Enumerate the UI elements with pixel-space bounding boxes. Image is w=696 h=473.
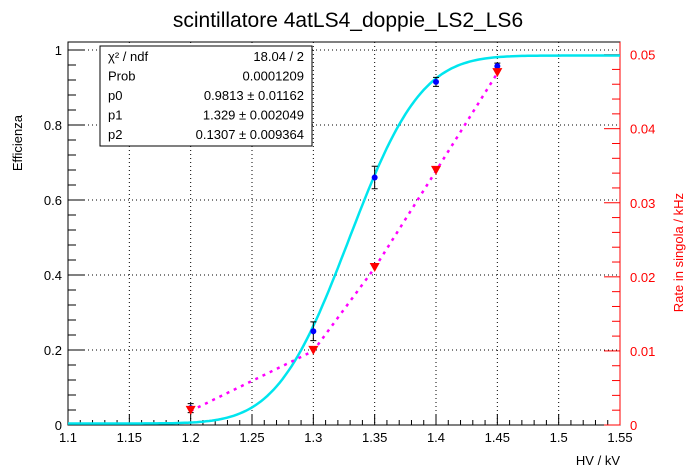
y2-tick-label: 0 <box>630 418 637 433</box>
stats-value: 1.329 ± 0.002049 <box>203 108 304 123</box>
stats-label: p1 <box>108 108 122 123</box>
x-tick-label: 1.3 <box>304 430 322 445</box>
chart-title: scintillatore 4atLS4_doppie_LS2_LS6 <box>173 9 523 32</box>
data-layer <box>68 54 620 425</box>
efficiency-point <box>371 174 378 181</box>
efficiency-point <box>310 328 317 335</box>
y-tick-label: 0 <box>55 418 62 433</box>
efficiency-point <box>494 63 501 70</box>
y2-tick-label: 0.03 <box>630 196 655 211</box>
y2-tick-label: 0.02 <box>630 270 655 285</box>
stats-label: Prob <box>108 69 135 84</box>
stats-label: p2 <box>108 127 122 142</box>
x-tick-label: 1.35 <box>362 430 387 445</box>
rate-point <box>369 262 380 272</box>
rate-point <box>431 165 441 175</box>
y2-tick-label: 0.04 <box>630 122 655 137</box>
x-axis-label: HV / kV <box>576 453 620 468</box>
stats-value: 0.9813 ± 0.01162 <box>204 88 304 103</box>
y-tick-label: 1 <box>55 43 62 58</box>
stats-label: p0 <box>108 88 122 103</box>
stats-value: 0.0001209 <box>243 69 304 84</box>
rate-point <box>492 68 503 78</box>
stats-box: χ² / ndf 18.04 / 2 Prob 0.0001209 p0 0.9813 ±… <box>99 45 313 147</box>
x-tick-label: 1.15 <box>117 430 142 445</box>
rate-point <box>308 345 319 355</box>
y2-axis-label: Rate in singola / kHz <box>671 193 686 312</box>
y-tick-label: 0.2 <box>44 343 62 358</box>
stats-value: 0.1307 ± 0.009364 <box>196 127 304 142</box>
y-tick-label: 0.4 <box>44 268 62 283</box>
efficiency-point <box>433 78 439 85</box>
axes: 1.1 1.15 1.2 1.25 1.3 1.35 1.4 1.45 1.5 1.5500.20… <box>44 41 655 445</box>
y2-tick-label: 0.01 <box>630 344 655 359</box>
y2-tick-label: 0.05 <box>630 48 655 63</box>
rate-line <box>190 72 499 413</box>
x-tick-label: 1.5 <box>550 430 568 445</box>
stats-value: 18.04 / 2 <box>253 49 304 64</box>
y-tick-label: 0.6 <box>44 193 62 208</box>
fit-curve <box>68 54 620 425</box>
stats-box-frame <box>99 45 313 147</box>
x-tick-label: 1.25 <box>239 430 264 445</box>
rate-point <box>185 405 196 415</box>
x-tick-label: 1.1 <box>59 430 77 445</box>
x-tick-label: 1.4 <box>427 430 445 445</box>
stats-label: χ² / ndf <box>108 49 148 64</box>
x-tick-label: 1.2 <box>182 430 200 445</box>
y-tick-label: 0.8 <box>44 118 62 133</box>
x-tick-label: 1.45 <box>485 430 510 445</box>
x-tick-label: 1.55 <box>607 430 632 445</box>
y-axis-label: Efficienza <box>10 114 25 171</box>
